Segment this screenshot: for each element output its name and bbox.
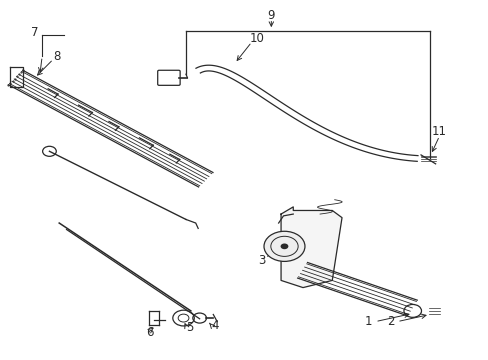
Text: 1: 1 (365, 315, 372, 328)
Text: 4: 4 (211, 319, 219, 332)
Text: 5: 5 (186, 320, 193, 333)
Text: 11: 11 (431, 125, 446, 138)
Text: 7: 7 (31, 27, 39, 40)
Circle shape (280, 243, 288, 249)
Text: 6: 6 (145, 326, 153, 339)
Polygon shape (281, 207, 341, 288)
Text: 2: 2 (386, 315, 394, 328)
Circle shape (264, 231, 305, 261)
Text: 3: 3 (257, 254, 264, 267)
Text: 10: 10 (249, 32, 264, 45)
Text: 8: 8 (53, 50, 61, 63)
Text: 9: 9 (267, 9, 275, 22)
